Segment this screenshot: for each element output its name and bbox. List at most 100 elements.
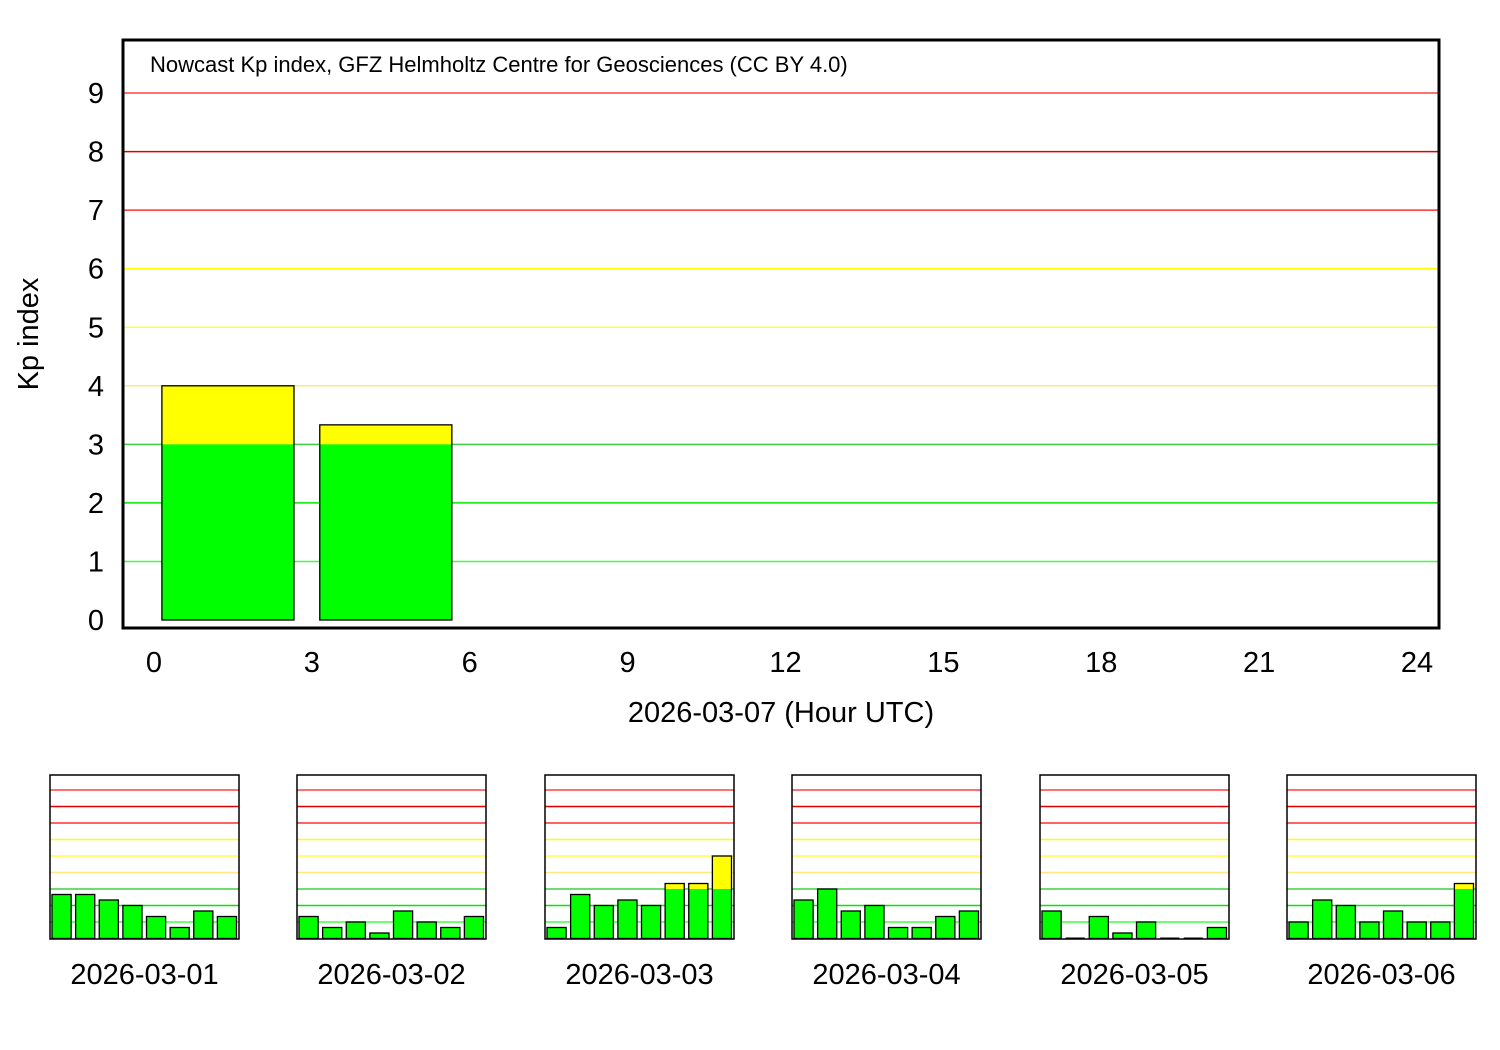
bar-segment [319,444,452,620]
daily-bar [793,899,814,940]
y-tick-label: 0 [88,605,104,637]
daily-bar [1430,921,1451,940]
bar-segment [75,894,95,939]
daily-bar [1088,915,1110,940]
x-tick-label: 6 [462,647,478,679]
bar-segment [912,927,932,939]
bar-segment [161,385,294,445]
daily-plot-frame [1286,774,1477,940]
daily-bar [51,893,72,940]
daily-bar [1453,882,1475,940]
daily-bar [298,915,319,940]
bar-segment [1112,933,1132,939]
bar-segment [665,889,685,939]
bar-segment [1312,900,1332,939]
daily-bar [711,855,733,940]
bar-segment [170,927,190,939]
daily-plot-frame [791,774,982,940]
bar-segment [1407,922,1427,939]
daily-bar [1135,921,1157,940]
bar-segment [959,910,979,939]
bar-segment [794,900,814,939]
y-tick-label: 2 [88,488,104,520]
x-tick-label: 24 [1401,647,1433,679]
y-tick-label: 6 [88,254,104,286]
bar-segment [888,927,908,939]
bar-segment [594,905,614,939]
daily-bar [1206,926,1228,940]
daily-bar [958,910,980,940]
daily-bar [593,904,615,940]
y-tick-label: 1 [88,546,104,578]
bar-segment [547,927,567,939]
y-axis-label: Kp index [13,277,45,390]
bar-segment [935,916,955,939]
daily-bar [1359,921,1380,940]
bar-segment [1383,910,1403,939]
main-bars [161,385,453,621]
daily-bar [1382,910,1404,940]
bar-segment [1359,922,1379,939]
main-plot-frame [121,38,1441,630]
bar-segment [52,894,72,939]
bar-segment [617,900,637,939]
daily-bar [664,882,685,940]
y-tick-label: 4 [88,371,104,403]
bar-segment [122,905,142,939]
daily-bar [321,926,343,940]
x-tick-label: 21 [1243,647,1275,679]
y-tick-label: 8 [88,137,104,169]
bar-segment [1430,922,1450,939]
daily-chart: 2026-03-02 [296,774,487,991]
bar-segment [641,905,661,939]
bar-segment [319,424,452,445]
daily-bar [911,926,932,940]
daily-bar [887,926,909,940]
daily-bar [688,882,709,940]
daily-chart: 2026-03-04 [791,774,982,991]
bar-segment [393,910,413,939]
daily-bar [1311,899,1333,940]
bar-segment [688,883,708,889]
x-tick-label: 9 [620,647,636,679]
daily-date-label: 2026-03-03 [565,959,713,991]
bar-segment [1289,922,1309,939]
daily-bar [122,904,143,940]
daily-bar [816,888,838,940]
daily-bar [416,921,437,940]
daily-chart: 2026-03-05 [1039,774,1230,991]
bar-segment [570,894,590,939]
daily-bar [369,932,390,940]
daily-bar [463,915,485,940]
daily-date-label: 2026-03-02 [317,959,465,991]
daily-date-label: 2026-03-01 [70,959,218,991]
daily-bar [1335,904,1357,940]
daily-bar [345,921,367,940]
daily-bar [640,904,662,940]
bar-segment [193,910,213,939]
daily-bar [216,915,238,940]
daily-bar [193,910,214,940]
daily-bar [1288,921,1309,940]
daily-bar [145,915,167,940]
bar-segment [817,889,837,939]
bar-segment [1454,889,1474,939]
bar-outline [319,424,453,621]
bar-segment [99,900,119,939]
daily-chart: 2026-03-03 [544,774,735,991]
bar-segment [346,922,366,939]
daily-chart: 2026-03-01 [49,774,240,991]
bar-segment [1042,910,1062,939]
bar-segment [464,916,484,939]
main-bar [161,385,295,621]
bar-segment [369,933,389,939]
daily-history-charts: 2026-03-01 2026-03-02 2026-03-03 2026-03-04… [49,774,1477,991]
daily-bar [1112,932,1133,940]
daily-chart: 2026-03-06 [1286,774,1477,991]
bar-segment [440,927,460,939]
bar-segment [1454,883,1474,889]
daily-bar [935,915,956,940]
bar-outline [161,385,295,621]
y-tick-labels: 0 1 2 3 4 5 6 7 8 9 [88,78,104,637]
